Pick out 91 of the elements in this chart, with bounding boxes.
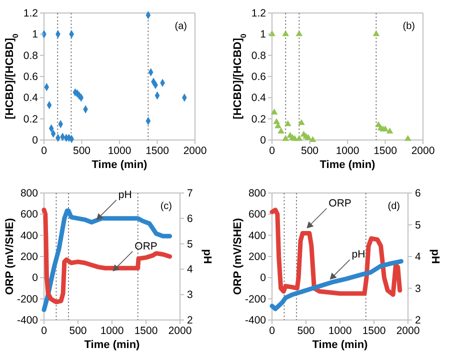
- x-axis-title: Time (min): [84, 339, 140, 351]
- point: [278, 128, 284, 134]
- x-tick-label: 500: [297, 325, 315, 337]
- x-tick-label: 2000: [183, 145, 207, 157]
- y-tick-label: -200: [244, 293, 266, 306]
- x-tick-label: 1500: [134, 325, 158, 337]
- y-tick-label: 1.2: [23, 8, 38, 20]
- y-axis-title: ORP (mV/SHE): [4, 218, 16, 295]
- y-tick-label: 0.4: [251, 92, 266, 104]
- y-tick-label: 0: [260, 134, 266, 146]
- y-tick-label: 200: [248, 251, 266, 263]
- x-axis-title: Time (min): [312, 339, 368, 351]
- x-tick-label: 1500: [374, 145, 398, 157]
- y-tick-label: -400: [244, 314, 266, 326]
- x-tick-label: 1500: [146, 145, 170, 157]
- y2-axis-title: pH: [429, 249, 441, 264]
- y-tick-label: 800: [20, 188, 38, 200]
- y-tick-label: 1: [32, 28, 38, 41]
- y2-tick-label: 5: [187, 238, 193, 250]
- y-tick-label: 0: [32, 272, 38, 284]
- line-series: [270, 259, 404, 312]
- y-tick-label: 0: [260, 272, 266, 284]
- x-tick-label: 2000: [396, 325, 420, 337]
- point: [372, 30, 380, 36]
- y-tick-label: 0.4: [23, 92, 38, 104]
- y2-tick-label: 3: [415, 282, 421, 295]
- annotation: (c): [160, 201, 172, 212]
- y-tick-label: 0.8: [251, 50, 266, 62]
- point: [273, 118, 280, 124]
- annotation: (a): [174, 21, 187, 32]
- y2-tick-label: 6: [187, 212, 193, 225]
- x-tick-label: 1000: [336, 145, 360, 157]
- y-tick-label: 0.8: [23, 50, 38, 62]
- y-tick-label: 800: [248, 188, 266, 200]
- x-tick-label: 2000: [168, 325, 192, 337]
- x-tick-label: 500: [69, 325, 87, 337]
- x-axis-title: Time (min): [320, 159, 376, 171]
- point: [298, 119, 305, 126]
- y2-tick-label: 4: [187, 264, 193, 276]
- point: [282, 30, 289, 36]
- y-tick-label: 400: [20, 230, 38, 242]
- y-tick-label: 200: [20, 251, 38, 263]
- y2-tick-label: 5: [415, 219, 421, 232]
- y-tick-label: 400: [248, 230, 266, 242]
- point: [296, 135, 303, 141]
- y2-tick-label: 2: [415, 314, 421, 326]
- x-tick-label: 1500: [362, 325, 386, 337]
- y-tick-label: -400: [16, 314, 38, 326]
- annotation: (d): [388, 201, 400, 212]
- y2-tick-label: 3: [187, 289, 193, 302]
- y-tick-label: 0.2: [23, 113, 38, 126]
- annotation: ORP: [134, 240, 158, 252]
- x-tick-label: 0: [269, 325, 276, 337]
- point: [284, 120, 292, 126]
- y-tick-label: 1.2: [251, 8, 266, 20]
- y-tick-label: 0.6: [251, 71, 266, 83]
- y-tick-label: 0.2: [251, 113, 266, 126]
- x-tick-label: 1000: [100, 325, 124, 337]
- x-tick-label: 0: [41, 325, 48, 337]
- y-tick-label: -200: [16, 293, 38, 306]
- y2-tick-label: 2: [187, 314, 193, 326]
- point: [382, 125, 389, 132]
- point: [404, 135, 412, 141]
- y2-tick-label: 7: [187, 188, 193, 200]
- point: [309, 136, 316, 142]
- x-tick-label: 0: [41, 145, 48, 157]
- y-tick-label: 1: [260, 28, 266, 41]
- y2-tick-label: 4: [415, 251, 421, 263]
- x-tick-label: 500: [72, 145, 91, 157]
- y2-tick-label: 6: [415, 188, 421, 200]
- point: [282, 135, 289, 141]
- annotation: pH: [352, 248, 366, 261]
- annotation: (b): [402, 21, 415, 32]
- annotation: pH: [118, 189, 132, 202]
- y-tick-label: 0.6: [23, 71, 38, 83]
- point: [304, 134, 312, 140]
- y-axis-title: ORP (mV/SHE): [232, 218, 244, 295]
- point: [270, 108, 278, 114]
- y-tick-label: 0: [32, 134, 38, 146]
- x-tick-label: 0: [269, 145, 276, 157]
- point: [296, 30, 303, 36]
- y-tick-label: 600: [20, 208, 38, 221]
- y2-axis-title: pH: [201, 249, 213, 264]
- y-tick-label: 600: [248, 208, 266, 221]
- point: [386, 128, 394, 134]
- x-tick-label: 500: [300, 145, 319, 157]
- x-tick-label: 1000: [328, 325, 352, 337]
- x-tick-label: 2000: [411, 145, 435, 157]
- x-tick-label: 1000: [108, 145, 132, 157]
- x-axis-title: Time (min): [92, 159, 148, 171]
- annotation: ORP: [328, 197, 352, 210]
